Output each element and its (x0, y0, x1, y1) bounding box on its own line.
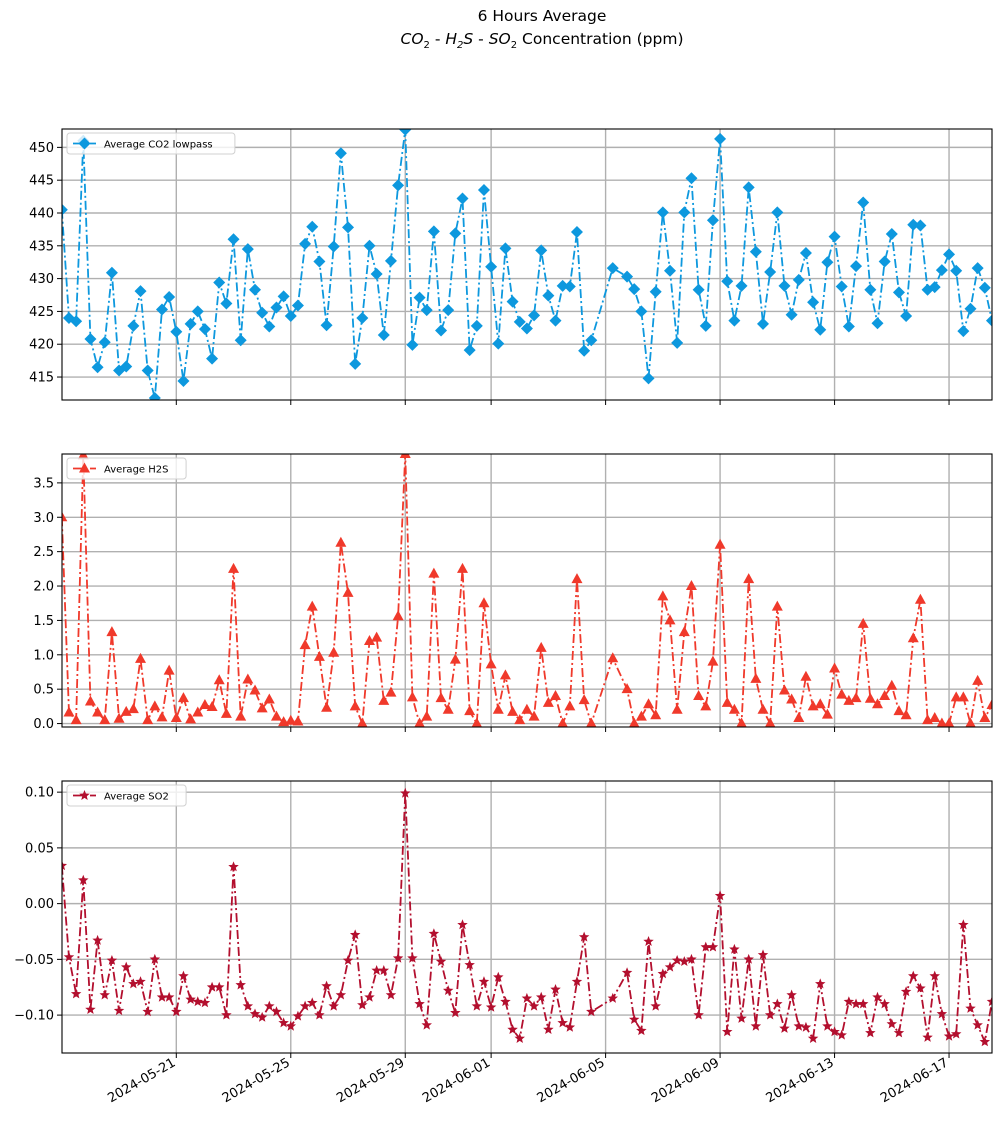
legend-co2: Average CO2 lowpass (66, 132, 236, 155)
series-h2s (62, 454, 992, 727)
y-tick-label: 450 (29, 141, 54, 156)
y-tick-label: −0.05 (14, 953, 54, 968)
y-tick-label: 425 (29, 305, 54, 320)
so2-symbol: SO (488, 30, 511, 48)
axes-frame (61, 780, 993, 1054)
subplot-so2: −0.10 −0.05 0.00 0.05 0.10 Average SO2 (14, 780, 993, 1058)
y-tick-label: 2.0 (33, 580, 54, 595)
h2s-subscript: 2 (457, 40, 464, 52)
x-tick-label: 2024-06-01 (420, 1055, 493, 1106)
co2-symbol: CO (400, 30, 424, 48)
y-tick-label: 1.5 (33, 614, 54, 629)
y-tick-label: 440 (29, 206, 54, 221)
x-tick-label: 2024-06-13 (764, 1055, 837, 1106)
x-tick-label: 2024-06-17 (878, 1055, 951, 1106)
series-co2 (62, 129, 992, 400)
grid-co2 (62, 129, 992, 400)
h2s-symbol-s: S (463, 30, 474, 48)
x-tick-label: 2024-06-05 (535, 1055, 608, 1106)
h2s-symbol-h: H (445, 30, 458, 48)
subplot-h2s: 0.0 0.5 1.0 1.5 2.0 2.5 3.0 3.5 Average H2S (33, 453, 993, 732)
y-tick-label: 415 (29, 371, 54, 386)
y-tick-label: 0.0 (33, 717, 54, 732)
y-tick-label: 0.5 (33, 683, 54, 698)
axes-frame (61, 453, 993, 728)
title-separator: - (429, 30, 446, 48)
grid-h2s (62, 454, 992, 727)
y-tick-label: 0.00 (25, 897, 54, 912)
figure-title-line1: 6 Hours Average (477, 7, 607, 25)
legend-label: Average CO2 lowpass (104, 140, 213, 151)
y-tick-label: 435 (29, 239, 54, 254)
x-tick-label: 2024-05-25 (220, 1055, 293, 1106)
title-separator: - (473, 30, 489, 48)
series-so2 (62, 787, 992, 1047)
legend-label: Average H2S (104, 465, 168, 476)
y-tick-label: 430 (29, 272, 54, 287)
co2-subscript: 2 (423, 40, 430, 52)
subplot-co2: 415 420 425 430 435 440 445 450 Average CO2 lowp… (29, 128, 993, 405)
grid-so2 (62, 781, 992, 1053)
y-tick-label: 3.0 (33, 511, 54, 526)
y-tick-label: 1.0 (33, 648, 54, 663)
y-tick-label: 420 (29, 338, 54, 353)
y-tick-label: −0.10 (14, 1009, 54, 1024)
x-tick-label: 2024-05-21 (105, 1055, 178, 1106)
legend-label: Average SO2 (104, 792, 169, 803)
figure-title-line2: CO2 - H2S - SO2 Concentration (ppm) (0, 30, 1002, 51)
y-tick-label: 2.5 (33, 545, 54, 560)
so2-subscript: 2 (510, 40, 518, 52)
y-tick-label: 3.5 (33, 476, 54, 491)
legend-so2: Average SO2 (66, 784, 187, 807)
y-tick-label: 0.05 (25, 841, 54, 856)
legend-h2s: Average H2S (66, 457, 187, 480)
y-tick-label: 0.10 (25, 786, 54, 801)
x-tick-label: 2024-06-09 (649, 1055, 722, 1106)
y-tick-label: 445 (29, 174, 54, 189)
axes-frame (61, 128, 993, 401)
x-tick-label: 2024-05-29 (334, 1055, 407, 1106)
title-suffix: Concentration (ppm) (517, 30, 684, 48)
